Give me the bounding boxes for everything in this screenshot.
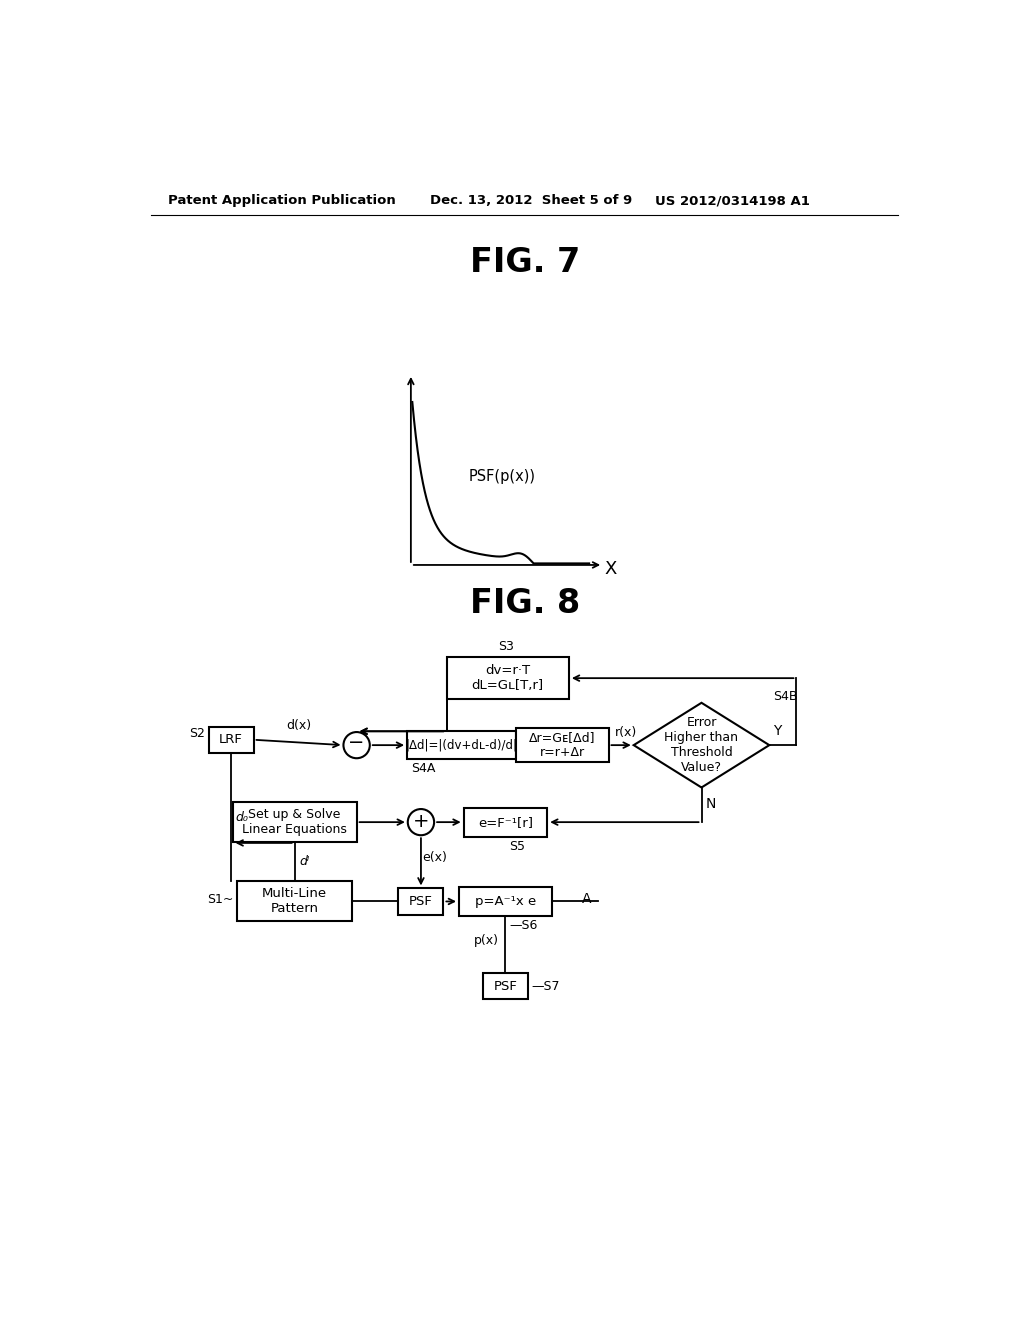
Text: PSF: PSF — [409, 895, 433, 908]
Text: PSF: PSF — [494, 979, 517, 993]
Text: Dec. 13, 2012  Sheet 5 of 9: Dec. 13, 2012 Sheet 5 of 9 — [430, 194, 633, 207]
Text: Error
Higher than
Threshold
Value?: Error Higher than Threshold Value? — [665, 717, 738, 774]
FancyBboxPatch shape — [398, 888, 443, 915]
Text: d₀: d₀ — [236, 810, 249, 824]
Text: dv=r·T
dL=Gʟ[T,r]: dv=r·T dL=Gʟ[T,r] — [472, 664, 544, 692]
Text: US 2012/0314198 A1: US 2012/0314198 A1 — [655, 194, 810, 207]
Text: Patent Application Publication: Patent Application Publication — [168, 194, 396, 207]
Text: r(x): r(x) — [614, 726, 637, 739]
Text: Multi-Line
Pattern: Multi-Line Pattern — [262, 887, 328, 916]
Text: p=A⁻¹x e: p=A⁻¹x e — [475, 895, 536, 908]
Text: |Δd|=|(dv+dʟ-d)/d|: |Δd|=|(dv+dʟ-d)/d| — [406, 739, 517, 751]
Text: −: − — [348, 734, 365, 752]
Text: X: X — [604, 560, 617, 578]
Text: p(x): p(x) — [474, 935, 500, 948]
Circle shape — [343, 733, 370, 758]
Text: S3: S3 — [499, 640, 514, 652]
Text: LRF: LRF — [219, 733, 243, 746]
Text: —S7: —S7 — [531, 979, 560, 993]
Text: d(x): d(x) — [286, 719, 311, 733]
Text: FIG. 8: FIG. 8 — [470, 587, 580, 620]
Text: e=F⁻¹[r]: e=F⁻¹[r] — [478, 816, 532, 829]
Text: N: N — [706, 797, 716, 810]
FancyBboxPatch shape — [232, 803, 356, 842]
FancyBboxPatch shape — [483, 973, 528, 999]
Text: dᴵ: dᴵ — [299, 855, 309, 869]
FancyBboxPatch shape — [407, 731, 515, 759]
Text: —S6: —S6 — [509, 919, 538, 932]
Text: FIG. 7: FIG. 7 — [470, 246, 580, 279]
Text: PSF(p(x)): PSF(p(x)) — [469, 469, 536, 484]
Polygon shape — [634, 702, 769, 788]
FancyBboxPatch shape — [515, 729, 608, 762]
FancyBboxPatch shape — [446, 657, 569, 700]
Text: Set up & Solve
Linear Equations: Set up & Solve Linear Equations — [243, 808, 347, 836]
Text: S5: S5 — [509, 840, 525, 853]
Text: A: A — [582, 892, 592, 906]
FancyBboxPatch shape — [459, 887, 552, 916]
Text: Δr=Gᴇ[Δd]
r=r+Δr: Δr=Gᴇ[Δd] r=r+Δr — [528, 731, 595, 759]
Text: e(x): e(x) — [423, 851, 447, 865]
Text: Y: Y — [773, 725, 781, 738]
Text: +: + — [413, 812, 429, 830]
Text: S2: S2 — [188, 727, 205, 741]
FancyBboxPatch shape — [238, 882, 352, 921]
Text: S4A: S4A — [411, 762, 435, 775]
FancyBboxPatch shape — [464, 808, 547, 837]
Text: S4B: S4B — [773, 690, 798, 704]
Circle shape — [408, 809, 434, 836]
FancyBboxPatch shape — [209, 726, 254, 752]
Text: S1~: S1~ — [207, 892, 233, 906]
